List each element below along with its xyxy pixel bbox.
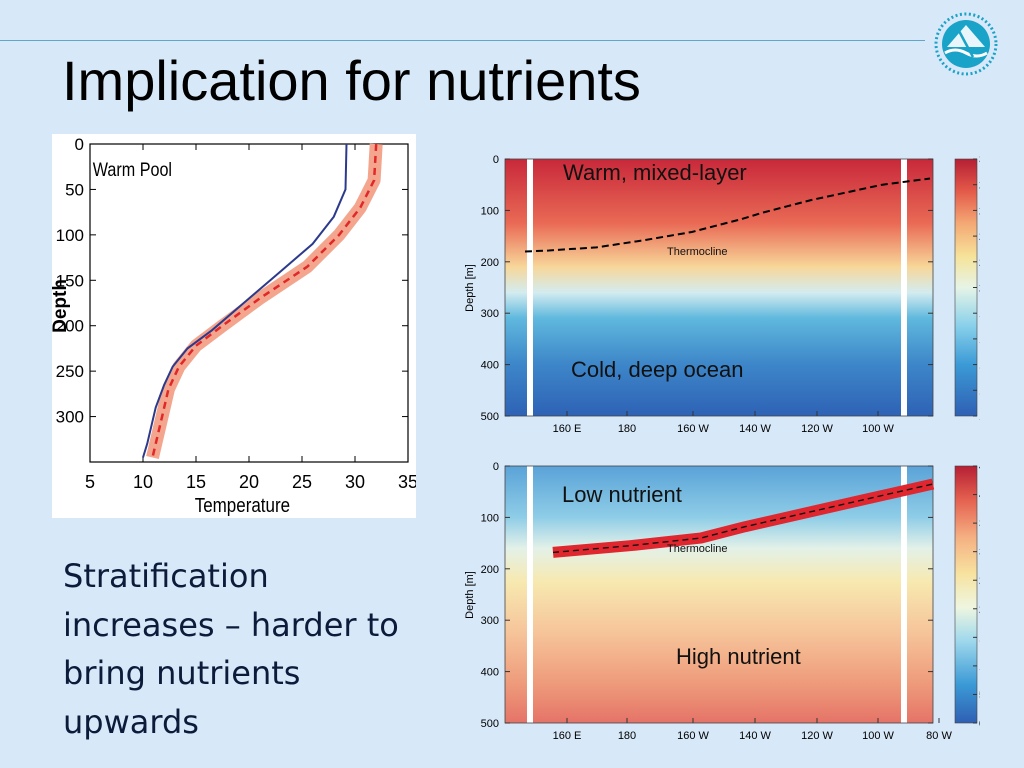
x-tick-label: 100 W — [862, 423, 894, 435]
x-tick-label: 120 W — [801, 730, 833, 742]
y-tick-label: 200 — [56, 317, 84, 336]
x-tick-label: 160 E — [553, 730, 582, 742]
y-axis-label: Depth [m] — [464, 571, 476, 619]
y-tick-label: 200 — [481, 257, 499, 269]
y-tick-label: 100 — [481, 512, 499, 524]
colorbar-label: 26 — [979, 205, 980, 217]
y-tick-label: 0 — [493, 154, 499, 166]
slide-title: Implication for nutrients — [62, 49, 641, 112]
high-nutrient-annotation: High nutrient — [676, 644, 801, 669]
x-tick-label: 160 E — [553, 423, 582, 435]
temperature-section-svg: 0 100 200 300 400 500 160 E 180 160 W 140 W 120 W 1… — [464, 154, 991, 435]
organization-logo-icon — [934, 12, 998, 76]
x-tick-label: 35 — [398, 472, 416, 492]
colorbar-label: 40 — [979, 490, 980, 502]
x-tick-label: 30 — [345, 472, 365, 492]
temperature-section-chart: 0 100 200 300 400 500 160 E 180 160 W 140 W 120 W 1… — [455, 148, 991, 438]
y-tick-label: 500 — [481, 718, 499, 730]
x-tick-label: 120 W — [801, 423, 833, 435]
colorbar-label: 14 — [979, 360, 980, 372]
colorbar-label: 28 — [979, 180, 980, 192]
y-tick-label: 500 — [481, 411, 499, 423]
low-nutrient-annotation: Low nutrient — [562, 482, 682, 507]
colorbar-label: 45 — [979, 461, 980, 473]
data-gap — [527, 159, 533, 416]
colorbar-label: 12 — [979, 385, 980, 397]
thermocline-annotation: Thermocline — [667, 543, 728, 555]
x-tick-label: 20 — [239, 472, 259, 492]
y-tick-label: 150 — [56, 271, 84, 290]
y-tick-label: 300 — [481, 308, 499, 320]
temperature-profile-chart: 5 10 15 20 25 30 35 0 50 100 150 200 250 300 Warm Poo… — [50, 134, 418, 518]
colorbar-label: 30 — [979, 547, 980, 559]
x-tick-label: 15 — [186, 472, 206, 492]
x-tick-label: 100 W — [862, 730, 894, 742]
plot-frame — [504, 465, 934, 724]
y-tick-label: 300 — [481, 615, 499, 627]
y-tick-label: 400 — [481, 667, 499, 679]
colorbar-label: 5 — [979, 689, 980, 701]
thermocline-annotation: Thermocline — [667, 246, 728, 258]
x-tick-label: 180 — [618, 730, 636, 742]
data-gap — [901, 466, 907, 723]
thermocline-line — [552, 483, 934, 554]
warm-mixed-layer-annotation: Warm, mixed-layer — [563, 160, 747, 185]
x-tick-label: 5 — [85, 472, 95, 492]
warm-pool-annotation: Warm Pool — [93, 159, 172, 181]
x-tick-label: 25 — [292, 472, 312, 492]
y-tick-label: 50 — [65, 180, 84, 199]
y-tick-label: 250 — [56, 362, 84, 381]
colorbar-label: 25 — [979, 575, 980, 587]
section-field — [505, 466, 933, 723]
nutrient-colorbar — [954, 465, 978, 724]
title-divider-line — [0, 40, 925, 41]
y-tick-label: 0 — [493, 461, 499, 473]
y-tick-label: 100 — [481, 205, 499, 217]
x-tick-label: 180 — [618, 423, 636, 435]
profile-line-solid — [142, 143, 348, 458]
x-tick-label: 140 W — [739, 730, 771, 742]
section-field — [505, 159, 933, 416]
x-axis-label: Temperature — [195, 494, 290, 517]
colorbar-label: 18 — [979, 308, 980, 320]
x-tick-label: 160 W — [677, 730, 709, 742]
colorbar-label: 35 — [979, 518, 980, 530]
slide-caption: Stratification increases – harder to bri… — [63, 557, 399, 741]
x-tick-label: 160 W — [677, 423, 709, 435]
x-tick-label: 80 W — [926, 730, 952, 742]
data-gap — [527, 466, 533, 723]
data-gap — [901, 159, 907, 416]
colorbar-label: 15 — [979, 632, 980, 644]
colorbar-label: 20 — [979, 604, 980, 616]
profile-line-dashed — [151, 143, 378, 458]
y-tick-label: 100 — [56, 226, 84, 245]
cold-deep-ocean-annotation: Cold, deep ocean — [571, 357, 743, 382]
temperature-profile-svg: 5 10 15 20 25 30 35 0 50 100 150 200 250 300 Warm Poo… — [50, 135, 418, 517]
y-tick-label: 300 — [56, 408, 84, 427]
colorbar-label: 20 — [979, 283, 980, 295]
y-axis-label: Depth — [52, 279, 71, 333]
x-tick-label: 140 W — [739, 423, 771, 435]
colorbar-label: 10 — [979, 411, 980, 423]
colorbar-label: 16 — [979, 334, 980, 346]
y-tick-label: 400 — [481, 360, 499, 372]
thermocline-line — [524, 177, 931, 253]
colorbar-label: 10 — [979, 661, 980, 673]
y-tick-label: 200 — [481, 564, 499, 576]
plot-frame — [504, 158, 934, 417]
colorbar-label: 0 — [979, 718, 980, 730]
colorbar-label: 24 — [979, 231, 980, 243]
colorbar-label: 22 — [979, 257, 980, 269]
y-axis-label: Depth [m] — [464, 264, 476, 312]
colorbar-label: 30 — [979, 154, 980, 166]
y-tick-label: 0 — [75, 135, 84, 154]
x-tick-label: 10 — [133, 472, 153, 492]
